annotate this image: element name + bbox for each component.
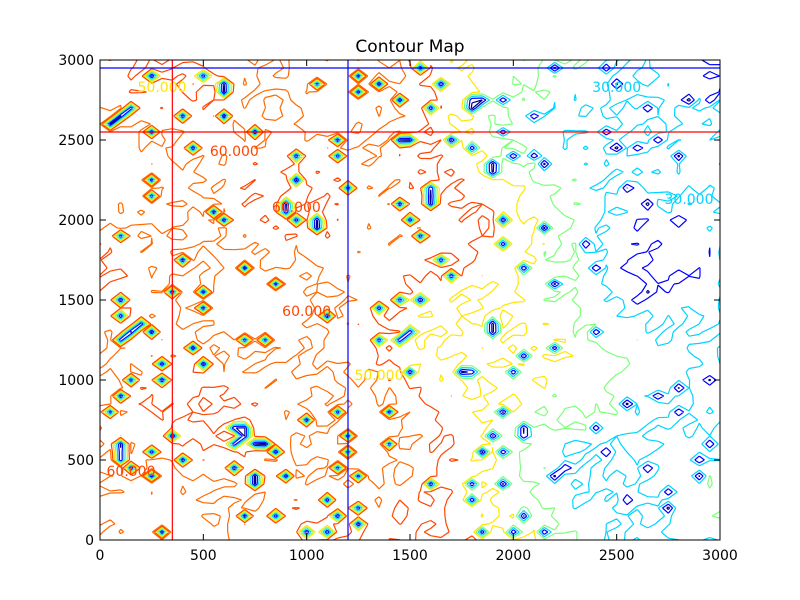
y-tick-label: 3000 — [58, 53, 94, 69]
contour-label: 60.000 — [272, 200, 321, 216]
contour-label: 30.000 — [665, 192, 714, 208]
x-axis: 0 500 1000 1500 2000 2500 3000 — [96, 60, 738, 564]
y-tick-label: 1000 — [58, 373, 94, 389]
contour-level-40000 — [102, 60, 574, 540]
x-tick-label: 3000 — [702, 548, 738, 564]
contour-label: 30.000 — [592, 80, 641, 96]
x-tick-label: 1000 — [289, 548, 325, 564]
plot-area: 30.000 30.000 50.000 60.000 60.000 60.000 60.0… — [58, 53, 737, 564]
y-axis: 0 500 1000 1500 2000 2500 3000 — [58, 53, 720, 549]
y-tick-label: 500 — [67, 453, 94, 469]
contour-label: 60.000 — [210, 144, 259, 160]
reference-lines — [100, 60, 720, 540]
x-tick-label: 1500 — [392, 548, 428, 564]
y-tick-label: 2000 — [58, 213, 94, 229]
contour-lines — [100, 60, 720, 540]
x-tick-label: 2500 — [599, 548, 635, 564]
contour-label: 60.000 — [282, 304, 331, 320]
x-tick-label: 2000 — [496, 548, 532, 564]
contour-level-30000 — [104, 60, 720, 540]
y-tick-label: 2500 — [58, 133, 94, 149]
contour-level-60000 — [100, 60, 424, 540]
contour-labels: 30.000 30.000 50.000 60.000 60.000 60.000 60.0… — [107, 80, 714, 480]
contour-level-0 — [109, 66, 712, 533]
y-tick-label: 1500 — [58, 293, 94, 309]
contour-level-20000 — [106, 60, 720, 540]
chart-title: Contour Map — [355, 37, 464, 57]
contour-level-10000 — [107, 60, 720, 535]
contour-label: 50.000 — [138, 80, 187, 96]
x-tick-label: 0 — [96, 548, 105, 564]
x-tick-label: 500 — [190, 548, 217, 564]
contour-label: 50.000 — [355, 368, 404, 384]
contour-label: 60.000 — [107, 464, 156, 480]
y-tick-label: 0 — [85, 533, 94, 549]
